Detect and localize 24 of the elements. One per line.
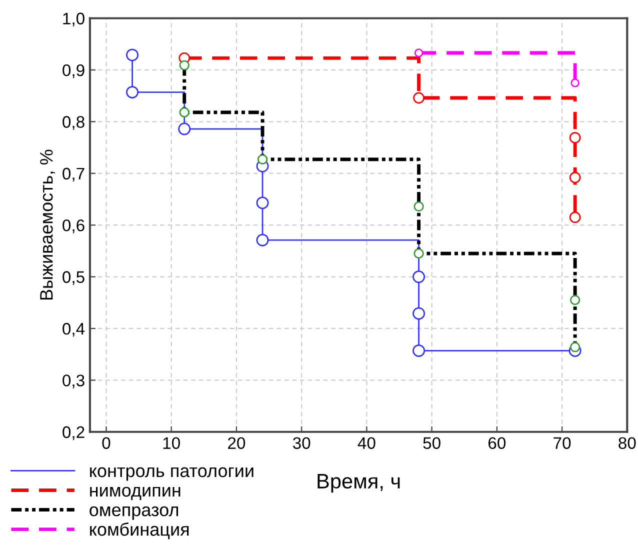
x-tick-label: 10 — [163, 437, 180, 449]
y-tick-label: 0,5 — [62, 271, 84, 285]
y-tick-label: 0,6 — [62, 219, 84, 234]
x-tick-label: 40 — [358, 437, 376, 449]
x-tick-label: 60 — [488, 437, 506, 449]
y-tick-label: 1,0 — [63, 12, 84, 26]
legend-label: контроль патологии — [90, 467, 254, 481]
x-tick-label: 0 — [102, 437, 110, 449]
y-tick-label: 0,9 — [62, 64, 84, 78]
x-tick-label: 80 — [618, 437, 636, 449]
y-tick-label: 0,8 — [62, 116, 84, 130]
legend-label: комбинация — [90, 522, 189, 540]
legend-label: нимодипин — [90, 486, 180, 500]
x-tick-label: 20 — [228, 437, 246, 449]
x-tick-label: 50 — [423, 437, 440, 449]
y-axis-title: Выживаемость, % — [40, 150, 55, 300]
y-tick-label: 0,4 — [62, 322, 85, 337]
x-axis-title: Время, ч — [318, 474, 400, 493]
y-tick-label: 0,7 — [62, 168, 84, 182]
legend-label: омепразол — [90, 506, 178, 520]
x-tick-label: 30 — [292, 437, 310, 449]
y-tick-label: 0,2 — [62, 426, 84, 440]
y-tick-label: 0,3 — [62, 374, 84, 388]
x-tick-label: 70 — [554, 437, 571, 449]
